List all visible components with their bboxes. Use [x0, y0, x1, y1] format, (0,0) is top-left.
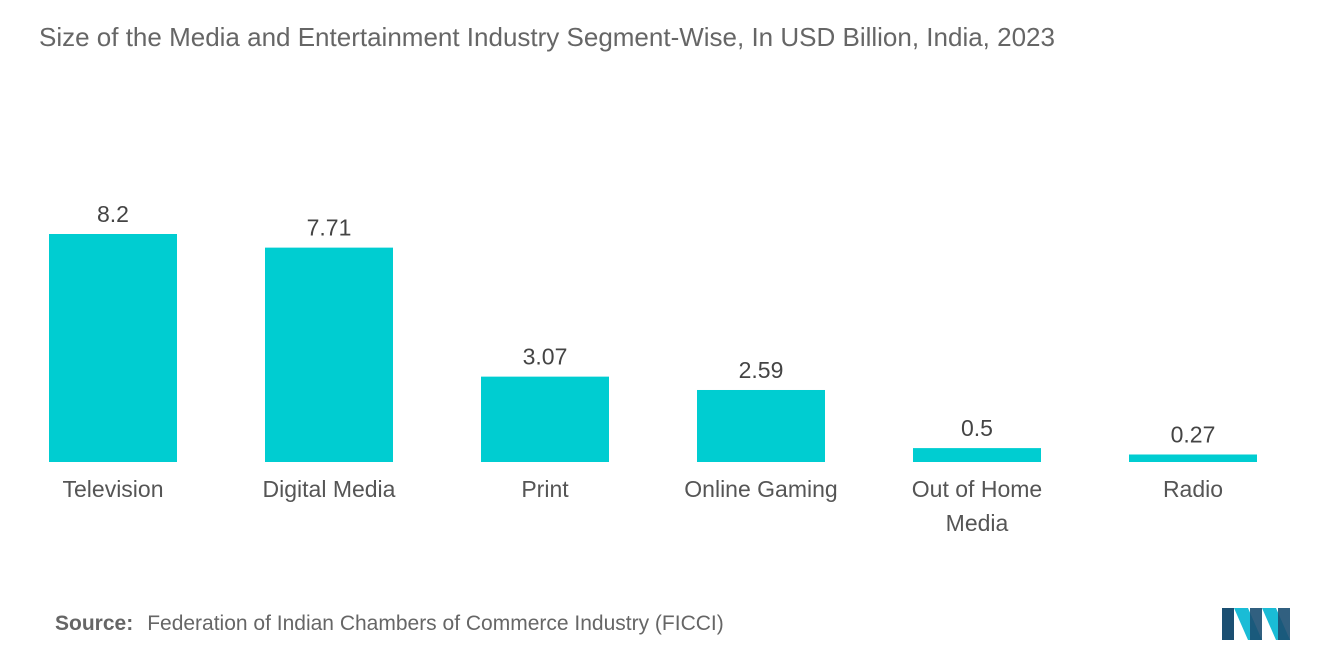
- bar-radio: [1129, 454, 1257, 462]
- category-label: Print: [521, 476, 569, 502]
- value-label: 8.2: [97, 201, 129, 227]
- category-label: Online Gaming: [684, 476, 837, 502]
- bar-online-gaming: [697, 389, 825, 462]
- mordor-intelligence-logo-icon: [1222, 608, 1290, 640]
- bar-out-of-home-media: [913, 448, 1041, 462]
- source-line: Source: Federation of Indian Chambers of …: [55, 612, 724, 636]
- category-label: Out of Home Media: [912, 476, 1042, 536]
- category-label: Digital Media: [263, 476, 396, 502]
- value-label: 7.71: [307, 215, 352, 241]
- category-label: Radio: [1163, 476, 1223, 502]
- source-label: Source:: [55, 612, 134, 635]
- category-label: Television: [63, 476, 164, 502]
- bar-digital-media: [265, 247, 393, 462]
- chart-title: Size of the Media and Entertainment Indu…: [39, 22, 1055, 52]
- bar-print: [481, 376, 609, 462]
- bar-television: [49, 234, 177, 462]
- value-label: 2.59: [739, 357, 784, 383]
- value-label: 3.07: [523, 344, 568, 370]
- bar-chart: 8.2 Television 7.71 Digital Media 3.07 Print 2…: [49, 201, 1257, 536]
- value-label: 0.27: [1171, 421, 1216, 447]
- source-text: Federation of Indian Chambers of Commerc…: [147, 612, 724, 635]
- value-label: 0.5: [961, 415, 993, 441]
